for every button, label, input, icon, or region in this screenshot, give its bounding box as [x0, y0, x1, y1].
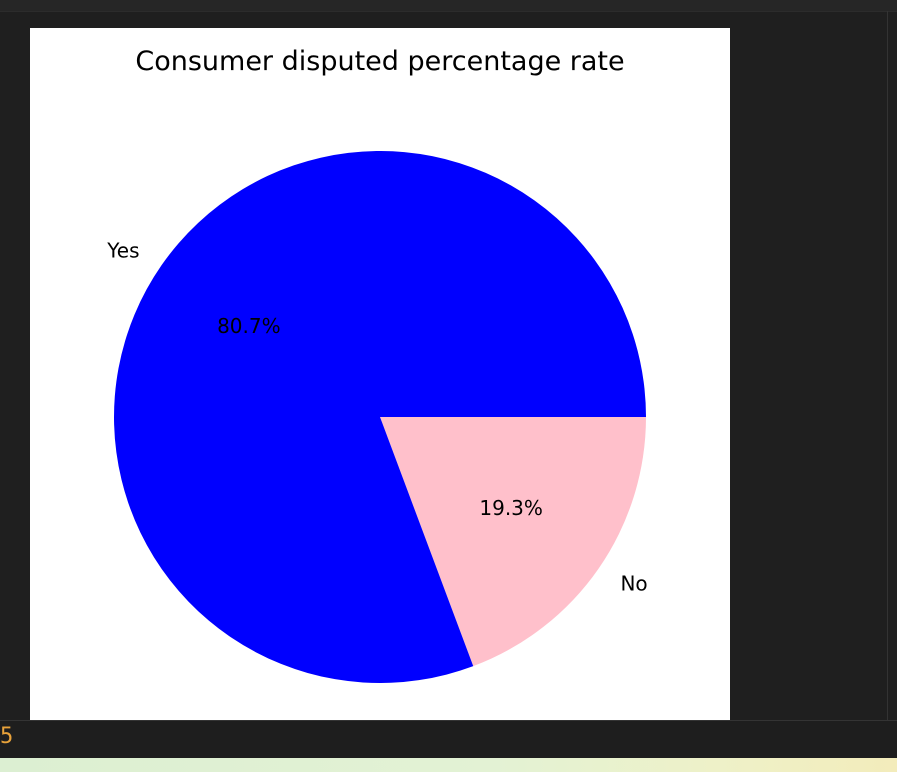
slice-label-no: No	[620, 572, 647, 596]
pct-label-no: 19.3%	[479, 496, 543, 520]
pie-chart-svg: Consumer disputed percentage rate 19.3% N…	[106, 46, 648, 683]
pie-slices	[114, 150, 647, 683]
output-divider	[0, 720, 897, 721]
cell-scroll-edge	[887, 11, 888, 721]
output-marker: 5	[0, 724, 14, 749]
slice-label-yes: Yes	[106, 238, 139, 262]
pie-labels: 19.3% No 80.7% Yes	[106, 238, 647, 595]
pie-slice-yes	[114, 150, 647, 683]
chart-title: Consumer disputed percentage rate	[135, 46, 624, 77]
notebook-top-bar	[0, 0, 897, 12]
bottom-status-band	[0, 758, 897, 772]
output-strip	[0, 721, 897, 758]
pie-chart-figure: Consumer disputed percentage rate 19.3% N…	[30, 28, 730, 720]
pct-label-yes: 80.7%	[217, 314, 281, 338]
pie-slice-no	[380, 417, 646, 667]
